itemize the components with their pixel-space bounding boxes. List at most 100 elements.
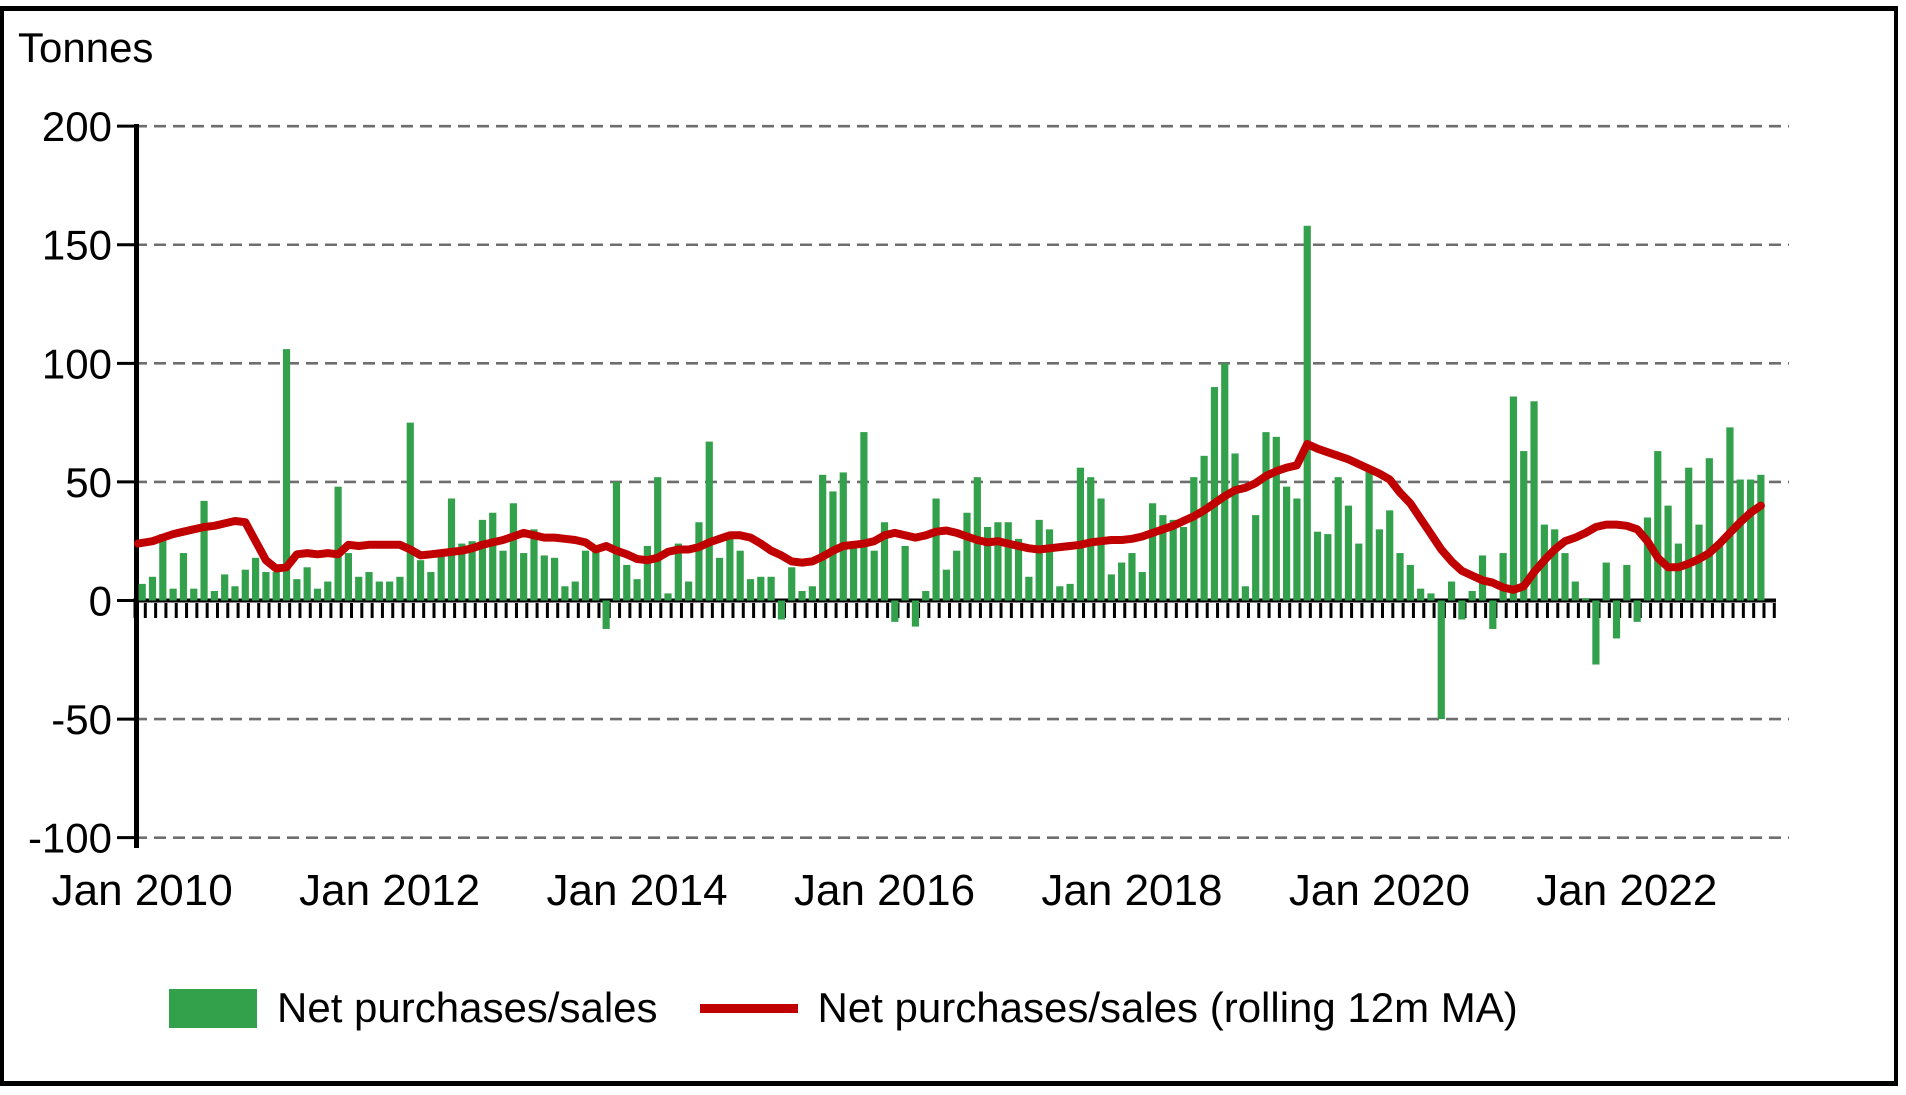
bar	[1334, 477, 1342, 601]
bar	[406, 422, 414, 601]
bar	[344, 553, 352, 601]
bar	[623, 564, 631, 601]
bar	[911, 600, 920, 627]
bar	[1386, 510, 1394, 601]
bar	[1076, 467, 1085, 601]
x-axis-label: Jan 2012	[299, 866, 480, 915]
x-axis-label: Jan 2022	[1536, 866, 1717, 915]
bar	[654, 477, 662, 601]
bar	[169, 588, 177, 601]
bar	[1262, 432, 1270, 601]
bar	[901, 545, 909, 601]
bar	[705, 441, 713, 601]
bar	[1499, 553, 1507, 601]
bar	[1520, 451, 1528, 601]
bar	[1252, 515, 1260, 601]
bar	[190, 588, 198, 601]
bar	[355, 576, 363, 601]
bar	[1056, 586, 1064, 601]
bar	[540, 555, 548, 601]
bar	[643, 545, 651, 601]
bar	[819, 474, 827, 601]
bar	[1375, 529, 1383, 601]
bar	[282, 349, 291, 601]
bar	[262, 572, 270, 601]
bar	[1241, 586, 1249, 601]
bar	[1035, 519, 1043, 601]
bar	[1406, 564, 1414, 601]
bar	[1417, 588, 1425, 601]
bar	[1014, 538, 1023, 601]
bar	[1210, 387, 1219, 601]
bar	[1592, 600, 1600, 665]
bar	[767, 576, 775, 601]
chart-title: Tonnes	[18, 24, 154, 71]
bar	[365, 572, 373, 601]
bar	[1025, 576, 1033, 601]
bar	[1396, 553, 1404, 601]
bar	[1623, 564, 1631, 601]
bar	[1004, 522, 1012, 601]
bar	[241, 569, 249, 601]
bar	[334, 486, 342, 601]
bar	[1138, 572, 1146, 601]
line-rolling-12m-ma	[134, 440, 1765, 594]
bar	[1355, 543, 1363, 601]
bar	[1293, 498, 1301, 601]
bar	[1561, 553, 1569, 601]
bar	[1705, 458, 1713, 601]
bar	[746, 579, 755, 601]
bar	[1674, 543, 1682, 601]
bar	[509, 503, 517, 601]
y-axis-label: 150	[42, 222, 112, 269]
bar	[1551, 529, 1559, 601]
bar	[612, 481, 621, 601]
bar	[1272, 436, 1280, 601]
bar	[788, 567, 796, 601]
bar	[1612, 600, 1621, 639]
bar	[963, 512, 971, 601]
bar	[1283, 486, 1291, 601]
gridlines	[135, 124, 1789, 839]
bar	[860, 432, 868, 601]
bar	[581, 550, 590, 601]
bar	[530, 529, 538, 601]
bar	[1221, 363, 1229, 601]
bar	[715, 557, 724, 601]
bar	[416, 560, 425, 601]
bar	[386, 581, 394, 601]
bar	[1179, 526, 1188, 601]
bar	[1148, 503, 1157, 601]
bar	[1447, 581, 1456, 601]
y-axis-label: -50	[51, 696, 112, 743]
bar	[1437, 600, 1445, 720]
bar	[458, 543, 466, 601]
x-axis-month-ticks	[133, 603, 1776, 618]
bar	[777, 600, 786, 620]
bar	[1107, 574, 1115, 601]
bar	[1231, 453, 1239, 601]
legend-line-label: Net purchases/sales (rolling 12m MA)	[817, 984, 1518, 1031]
bar	[1097, 498, 1105, 601]
bar	[1530, 401, 1538, 601]
bar	[478, 519, 487, 601]
bar	[994, 522, 1002, 601]
bar	[200, 500, 208, 601]
bar	[1716, 543, 1724, 601]
bar	[664, 593, 672, 601]
legend-bar-label: Net purchases/sales	[277, 984, 658, 1031]
bar	[1571, 581, 1579, 601]
bar	[468, 541, 476, 601]
bar	[272, 572, 280, 601]
legend-line-swatch	[699, 1003, 798, 1013]
bar	[891, 600, 899, 622]
bar	[1582, 598, 1590, 601]
bar	[252, 557, 260, 601]
legend: Net purchases/sales Net purchases/sales …	[169, 984, 1518, 1032]
bar	[829, 491, 837, 601]
bar	[1200, 455, 1208, 601]
bar	[221, 574, 229, 601]
bar	[1685, 467, 1693, 601]
bar	[520, 553, 528, 601]
